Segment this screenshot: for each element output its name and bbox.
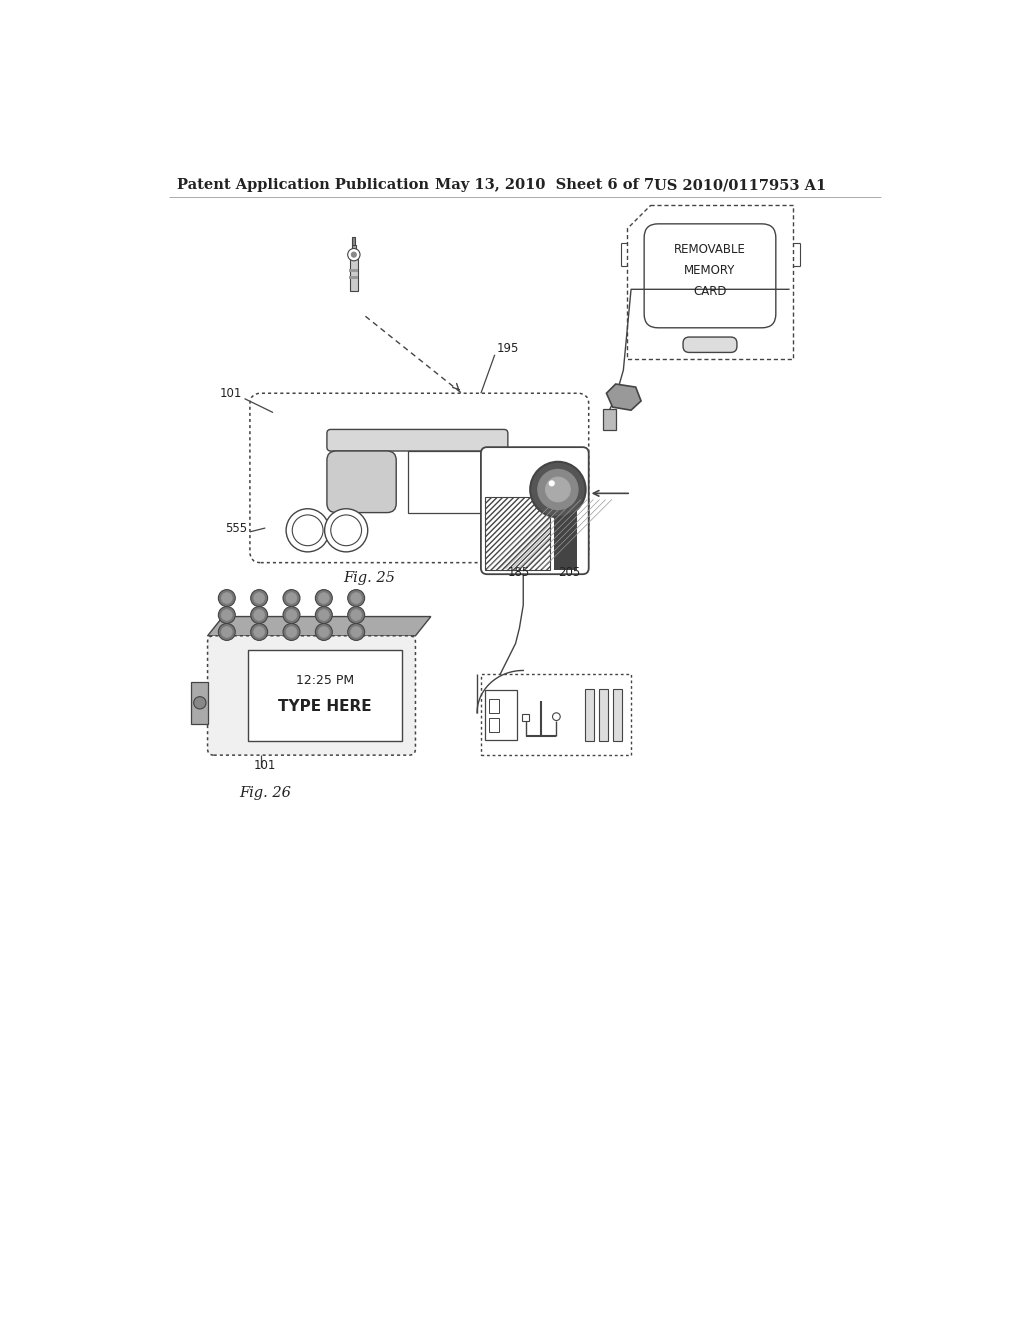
Circle shape <box>351 593 361 603</box>
Bar <box>190 682 208 725</box>
Circle shape <box>218 607 236 623</box>
Circle shape <box>530 462 586 517</box>
Polygon shape <box>606 384 641 411</box>
Text: TYPE HERE: TYPE HERE <box>278 700 372 714</box>
Polygon shape <box>628 205 793 359</box>
Circle shape <box>251 607 267 623</box>
Circle shape <box>351 610 361 620</box>
Text: 101: 101 <box>254 759 276 772</box>
Circle shape <box>254 627 264 638</box>
Bar <box>349 268 358 272</box>
FancyBboxPatch shape <box>208 636 416 755</box>
Bar <box>585 689 594 742</box>
Bar <box>350 259 357 290</box>
Text: REMOVABLE
MEMORY
CARD: REMOVABLE MEMORY CARD <box>674 243 745 297</box>
Polygon shape <box>208 616 431 636</box>
Circle shape <box>318 593 330 603</box>
Circle shape <box>286 610 297 620</box>
Circle shape <box>546 477 570 502</box>
Bar <box>408 451 508 512</box>
Bar <box>351 244 356 259</box>
Bar <box>481 675 631 755</box>
Circle shape <box>538 470 578 510</box>
Circle shape <box>283 607 300 623</box>
Circle shape <box>221 627 232 638</box>
Circle shape <box>348 623 365 640</box>
Circle shape <box>283 590 300 607</box>
Text: Fig. 25: Fig. 25 <box>343 572 395 585</box>
FancyBboxPatch shape <box>481 447 589 574</box>
Bar <box>484 689 517 739</box>
Circle shape <box>315 590 333 607</box>
Circle shape <box>348 607 365 623</box>
Circle shape <box>351 627 361 638</box>
Circle shape <box>283 623 300 640</box>
Circle shape <box>318 627 330 638</box>
Circle shape <box>286 593 297 603</box>
FancyBboxPatch shape <box>327 451 396 512</box>
Text: 185: 185 <box>508 566 530 578</box>
Circle shape <box>351 252 357 257</box>
Bar <box>522 714 528 721</box>
Circle shape <box>218 590 236 607</box>
FancyBboxPatch shape <box>327 429 508 451</box>
Circle shape <box>194 697 206 709</box>
Circle shape <box>325 508 368 552</box>
Bar <box>488 718 500 733</box>
Circle shape <box>254 610 264 620</box>
Circle shape <box>348 590 365 607</box>
Circle shape <box>251 623 267 640</box>
Text: Patent Application Publication: Patent Application Publication <box>177 178 429 193</box>
Bar <box>599 689 608 742</box>
Text: May 13, 2010  Sheet 6 of 7: May 13, 2010 Sheet 6 of 7 <box>435 178 654 193</box>
Bar <box>612 689 622 742</box>
Bar <box>484 498 550 570</box>
Circle shape <box>286 508 330 552</box>
Circle shape <box>318 610 330 620</box>
Bar <box>554 498 578 570</box>
Text: 12:25 PM: 12:25 PM <box>296 675 353 686</box>
Text: 205: 205 <box>558 566 581 578</box>
Circle shape <box>315 623 333 640</box>
Bar <box>488 700 500 713</box>
Bar <box>352 238 355 244</box>
Bar <box>349 276 358 280</box>
Circle shape <box>286 627 297 638</box>
Circle shape <box>348 248 360 261</box>
Text: Fig. 26: Fig. 26 <box>240 787 291 800</box>
Text: 195: 195 <box>497 342 519 355</box>
Circle shape <box>221 593 232 603</box>
FancyBboxPatch shape <box>683 337 737 352</box>
Bar <box>248 651 401 742</box>
Bar <box>602 409 616 430</box>
Text: 555: 555 <box>225 521 248 535</box>
Text: 101: 101 <box>220 387 243 400</box>
Text: US 2010/0117953 A1: US 2010/0117953 A1 <box>654 178 826 193</box>
Circle shape <box>254 593 264 603</box>
Circle shape <box>221 610 232 620</box>
Circle shape <box>218 623 236 640</box>
Circle shape <box>315 607 333 623</box>
Circle shape <box>553 713 560 721</box>
Circle shape <box>331 515 361 545</box>
FancyBboxPatch shape <box>644 224 776 327</box>
Circle shape <box>549 480 555 487</box>
FancyBboxPatch shape <box>250 393 589 562</box>
Circle shape <box>251 590 267 607</box>
Circle shape <box>292 515 323 545</box>
